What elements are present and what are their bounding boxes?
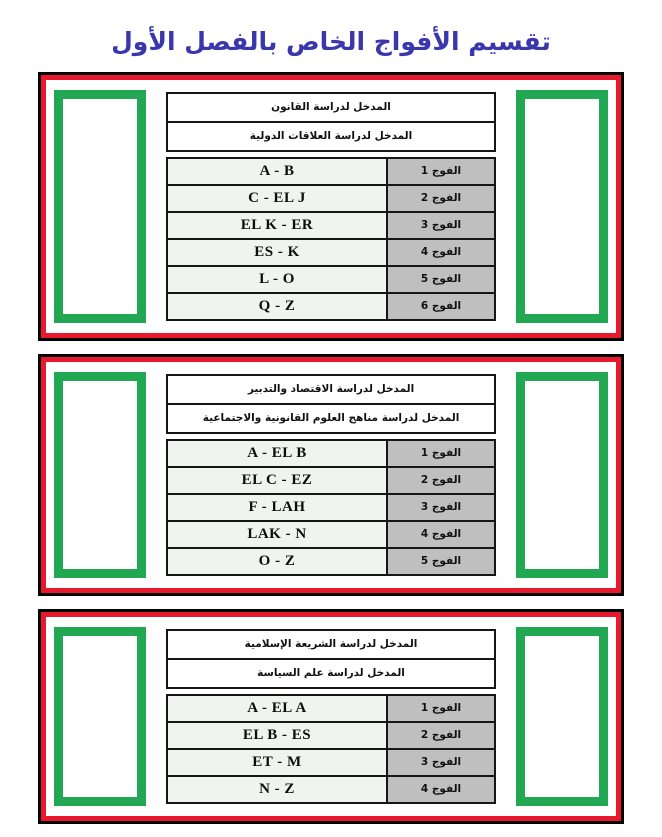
group-range-cell: A - EL B (166, 438, 388, 468)
table-row: الفوج 2 EL C - EZ (166, 465, 496, 495)
table-row: الفوج 3 EL K - ER (166, 210, 496, 240)
table-row: الفوج 1 A - B (166, 156, 496, 186)
green-decoration-left (516, 89, 608, 323)
group-range-cell: EL B - ES (166, 720, 388, 750)
subject-row: المدخل لدراسة مناهج العلوم القانونية وال… (166, 402, 496, 434)
group-range-cell: C - EL J (166, 183, 388, 213)
subject-cell: المدخل لدراسة العلاقات الدولية (166, 120, 496, 152)
group-name-cell: الفوج 4 (386, 519, 496, 549)
table-row: الفوج 5 L - O (166, 264, 496, 294)
panel-red-frame: المدخل لدراسة الاقتصاد والتدبير المدخل ل… (41, 356, 621, 593)
green-decoration-left (516, 371, 608, 578)
group-name-cell: الفوج 5 (386, 264, 496, 294)
group-name-cell: الفوج 6 (386, 291, 496, 321)
table-row: الفوج 4 N - Z (166, 774, 496, 804)
table-row: الفوج 1 A - EL A (166, 693, 496, 723)
table-row: الفوج 3 F - LAH (166, 492, 496, 522)
group-range-cell: L - O (166, 264, 388, 294)
group-name-cell: الفوج 4 (386, 774, 496, 804)
subject-cell: المدخل لدراسة القانون (166, 91, 496, 123)
group-name-cell: الفوج 1 (386, 156, 496, 186)
group-name-cell: الفوج 4 (386, 237, 496, 267)
table-row: الفوج 4 LAK - N (166, 519, 496, 549)
subject-row: المدخل لدراسة العلاقات الدولية (166, 120, 496, 152)
groups-table: الفوج 1 A - B الفوج 2 C - EL J الفوج 3 E… (166, 156, 496, 321)
subject-cell: المدخل لدراسة الاقتصاد والتدبير (166, 373, 496, 405)
panel-inner: المدخل لدراسة القانون المدخل لدراسة العل… (52, 86, 610, 327)
group-range-cell: EL K - ER (166, 210, 388, 240)
group-range-cell: O - Z (166, 546, 388, 576)
green-decoration-right (54, 89, 146, 323)
subject-row: المدخل لدراسة علم السياسة (166, 657, 496, 689)
panels-container: المدخل لدراسة القانون المدخل لدراسة العل… (38, 71, 624, 837)
subject-row: المدخل لدراسة الاقتصاد والتدبير (166, 373, 496, 405)
subject-cell: المدخل لدراسة الشريعة الإسلامية (166, 628, 496, 660)
group-panel: المدخل لدراسة الاقتصاد والتدبير المدخل ل… (38, 353, 624, 596)
group-range-cell: EL C - EZ (166, 465, 388, 495)
group-name-cell: الفوج 1 (386, 438, 496, 468)
group-panel: المدخل لدراسة القانون المدخل لدراسة العل… (38, 71, 624, 341)
green-decoration-right (54, 626, 146, 806)
group-name-cell: الفوج 3 (386, 492, 496, 522)
group-name-cell: الفوج 2 (386, 183, 496, 213)
green-decoration-left (516, 626, 608, 806)
green-decoration-right (54, 371, 146, 578)
group-range-cell: LAK - N (166, 519, 388, 549)
subject-header-table: المدخل لدراسة الاقتصاد والتدبير المدخل ل… (166, 373, 496, 434)
panel-red-frame: المدخل لدراسة الشريعة الإسلامية المدخل ل… (41, 611, 621, 821)
group-name-cell: الفوج 3 (386, 210, 496, 240)
group-range-cell: F - LAH (166, 492, 388, 522)
table-row: الفوج 3 ET - M (166, 747, 496, 777)
table-row: الفوج 5 O - Z (166, 546, 496, 576)
table-row: الفوج 1 A - EL B (166, 438, 496, 468)
table-row: الفوج 4 ES - K (166, 237, 496, 267)
panel-inner: المدخل لدراسة الشريعة الإسلامية المدخل ل… (52, 623, 610, 810)
groups-table: الفوج 1 A - EL A الفوج 2 EL B - ES الفوج… (166, 693, 496, 804)
subject-cell: المدخل لدراسة علم السياسة (166, 657, 496, 689)
group-range-cell: Q - Z (166, 291, 388, 321)
subject-row: المدخل لدراسة الشريعة الإسلامية (166, 628, 496, 660)
subject-header-table: المدخل لدراسة الشريعة الإسلامية المدخل ل… (166, 628, 496, 689)
table-row: الفوج 2 C - EL J (166, 183, 496, 213)
group-name-cell: الفوج 5 (386, 546, 496, 576)
page-title: تقسيم الأفواج الخاص بالفصل الأول (111, 26, 551, 56)
group-range-cell: A - EL A (166, 693, 388, 723)
groups-table: الفوج 1 A - EL B الفوج 2 EL C - EZ الفوج… (166, 438, 496, 576)
group-range-cell: N - Z (166, 774, 388, 804)
group-name-cell: الفوج 3 (386, 747, 496, 777)
subject-row: المدخل لدراسة القانون (166, 91, 496, 123)
panel-table-wrap: المدخل لدراسة القانون المدخل لدراسة العل… (166, 91, 496, 321)
panel-table-wrap: المدخل لدراسة الاقتصاد والتدبير المدخل ل… (166, 373, 496, 576)
subject-header-table: المدخل لدراسة القانون المدخل لدراسة العل… (166, 91, 496, 152)
panel-inner: المدخل لدراسة الاقتصاد والتدبير المدخل ل… (52, 368, 610, 582)
table-row: الفوج 2 EL B - ES (166, 720, 496, 750)
group-name-cell: الفوج 2 (386, 465, 496, 495)
group-range-cell: ET - M (166, 747, 388, 777)
panel-red-frame: المدخل لدراسة القانون المدخل لدراسة العل… (41, 74, 621, 338)
group-panel: المدخل لدراسة الشريعة الإسلامية المدخل ل… (38, 608, 624, 824)
table-row: الفوج 6 Q - Z (166, 291, 496, 321)
group-range-cell: A - B (166, 156, 388, 186)
group-name-cell: الفوج 2 (386, 720, 496, 750)
group-name-cell: الفوج 1 (386, 693, 496, 723)
group-range-cell: ES - K (166, 237, 388, 267)
subject-cell: المدخل لدراسة مناهج العلوم القانونية وال… (166, 402, 496, 434)
